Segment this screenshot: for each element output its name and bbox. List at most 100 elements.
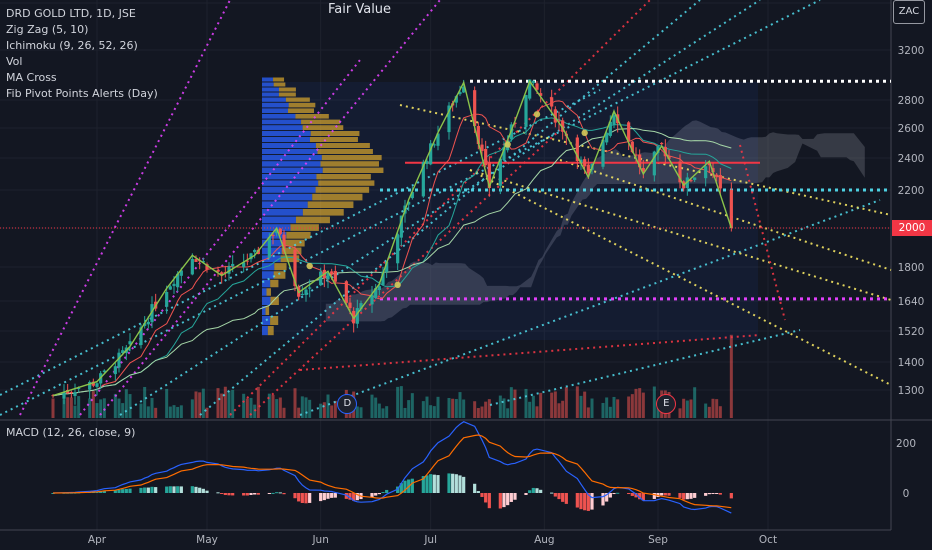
candle-body [601,139,605,167]
macd-histogram-bar [652,493,656,499]
macd-histogram-bar [242,493,246,496]
volume-bar [462,399,466,418]
volume-bar [223,386,227,418]
candle-body [139,327,143,345]
macd-pane [51,421,733,514]
macd-histogram-bar [667,493,671,496]
candle-body [304,289,308,295]
indicator-ma-cross[interactable]: MA Cross [6,71,57,84]
volume-bar [729,334,733,418]
volume-bar [608,406,612,418]
profile-bar-down [295,114,329,119]
volume-bar [689,399,693,418]
macd-histogram-bar [660,493,664,496]
candle-body [245,260,249,262]
candle-body [553,109,557,123]
macd-histogram-bar [231,493,235,496]
candle-body [396,234,400,264]
candle-body [348,302,352,309]
profile-bar-up [262,119,302,125]
macd-histogram-bar [583,493,587,511]
candle-body [399,215,403,238]
macd-histogram-bar [216,492,220,494]
volume-bar [641,392,645,418]
indicator-vol[interactable]: Vol [6,55,23,68]
cross-marker [581,129,588,137]
macd-histogram-bar [513,493,517,500]
macd-histogram-bar [627,493,631,495]
candle-body [381,271,385,285]
volume-bar [198,392,202,418]
symbol-title[interactable]: DRD GOLD LTD, 1D, JSE [6,7,136,20]
candle-body [278,228,282,234]
candle-body [300,293,304,296]
currency-badge[interactable]: ZAC [893,0,925,24]
candle-body [634,154,638,156]
profile-bar-down [315,143,370,148]
macd-histogram-bar [605,493,609,502]
candle-body [88,382,92,390]
profile-bar-up [262,296,271,305]
macd-histogram-bar [704,493,708,496]
profile-bar-up [262,102,289,108]
profile-bar-up [262,137,310,142]
volume-bar [553,391,557,418]
indicator-fib-pivot[interactable]: Fib Pivot Points Alerts (Day) [6,87,158,100]
indicator-ichimoku[interactable]: Ichimoku (9, 26, 52, 26) [6,39,138,52]
profile-bar-down [309,137,358,142]
candle-body [502,147,506,160]
earnings-event-marker[interactable]: E [656,394,677,414]
volume-bar [300,396,304,418]
cross-markers [306,111,588,289]
price-tick-label: 1640 [898,296,925,308]
macd-histogram-bar [403,480,407,493]
volume-bar [509,387,513,418]
macd-histogram-bar [95,491,99,493]
macd-histogram-bar [194,486,198,493]
volume-bar [319,403,323,418]
volume-bar [69,397,73,418]
volume-bar [454,399,458,418]
macd-histogram-bar [509,493,513,502]
volume-bar [95,403,99,418]
macd-histogram-bar [282,493,286,495]
macd-histogram-bar [220,493,224,494]
volume-bar [179,405,183,418]
macd-histogram-bar [561,493,565,502]
volume-bar [176,406,180,418]
volume-bar [326,394,330,418]
candle-body [528,79,532,99]
candle-body [249,253,253,260]
volume-bar [564,387,568,418]
macd-legend[interactable]: MACD (12, 26, close, 9) [6,426,136,439]
candle-body [51,395,55,397]
volume-bar [590,398,594,418]
profile-bar-down [295,216,330,224]
dividend-event-marker[interactable]: D [337,394,358,414]
macd-histogram-bar [146,487,150,493]
volume-bar [425,396,429,418]
candle-body [330,271,334,275]
candle-body [407,201,411,205]
volume-bar [502,398,506,418]
volume-bar [374,397,378,418]
macd-histogram-bar [102,490,106,493]
profile-bar-up [262,161,321,167]
candle-body [227,266,231,274]
macd-histogram-bar [143,487,147,493]
macd-histogram-bar [579,493,583,510]
candle-body [693,177,697,180]
macd-histogram-bar [355,493,359,501]
volume-bar [436,396,440,418]
macd-histogram-bar [458,475,462,493]
volume-bar [227,390,231,418]
volume-bar [385,406,389,418]
volume-bar [561,400,565,418]
volume-bar [253,404,257,418]
volume-bar [91,391,95,418]
profile-bar-down [312,193,363,201]
candle-body [550,97,554,107]
macd-histogram-bar [154,487,158,493]
indicator-zigzag[interactable]: Zig Zag (5, 10) [6,23,89,36]
